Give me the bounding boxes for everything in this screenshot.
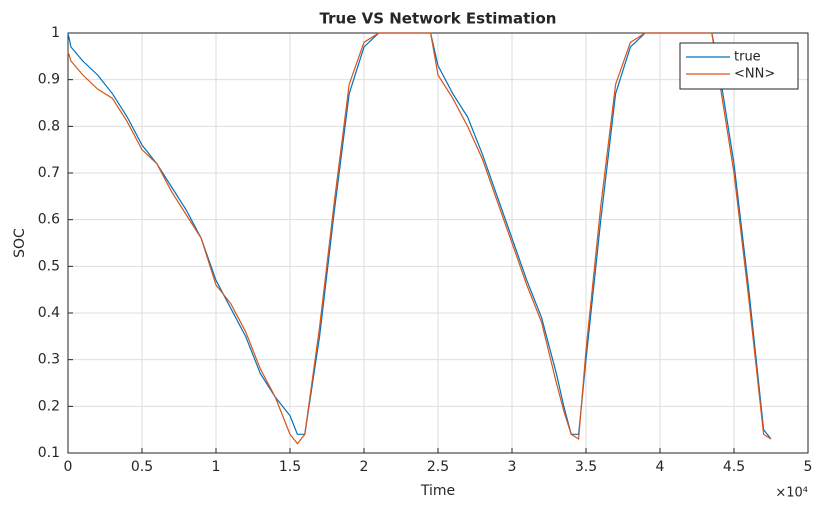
- legend-label: true: [734, 50, 761, 65]
- y-tick-label: 0.3: [38, 352, 60, 368]
- y-tick-label: 1: [51, 25, 60, 41]
- y-tick-label: 0.4: [38, 305, 60, 321]
- x-tick-label: 1.5: [279, 459, 301, 475]
- x-tick-label: 4: [656, 459, 665, 475]
- chart-title: True VS Network Estimation: [320, 10, 557, 28]
- x-exponent-label: ×10⁴: [775, 486, 808, 501]
- y-tick-label: 0.8: [38, 118, 60, 134]
- x-tick-label: 4.5: [723, 459, 745, 475]
- x-tick-label: 3: [508, 459, 517, 475]
- x-axis-label: Time: [420, 483, 455, 499]
- y-tick-label: 0.9: [38, 72, 60, 88]
- y-tick-label: 0.6: [38, 212, 60, 228]
- y-tick-label: 0.1: [38, 445, 60, 461]
- x-tick-label: 0.5: [131, 459, 153, 475]
- x-tick-label: 3.5: [575, 459, 597, 475]
- x-tick-label: 5: [804, 459, 813, 475]
- x-tick-label: 2: [360, 459, 369, 475]
- y-tick-label: 0.7: [38, 165, 60, 181]
- x-tick-label: 0: [64, 459, 73, 475]
- plot-frame: [67, 32, 809, 454]
- y-tick-label: 0.2: [38, 398, 60, 414]
- x-tick-label: 1: [212, 459, 221, 475]
- legend-label: <NN>: [734, 67, 775, 82]
- y-axis-label: SOC: [12, 228, 28, 258]
- series-line: [67, 32, 772, 445]
- legend-box: [679, 42, 799, 90]
- y-tick-label: 0.5: [38, 258, 60, 274]
- x-tick-label: 2.5: [427, 459, 449, 475]
